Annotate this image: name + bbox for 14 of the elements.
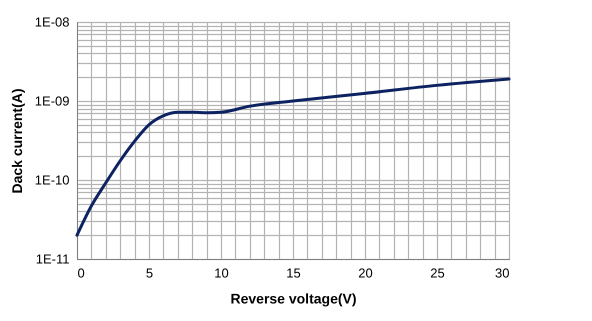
line-series	[76, 77, 510, 237]
x-tick-label: 20	[358, 266, 373, 280]
y-tick-label: 1E-11	[36, 252, 70, 266]
x-tick-label: 15	[286, 266, 301, 280]
x-axis-title: Reverse voltage(V)	[230, 290, 357, 306]
x-tick-label: 5	[146, 266, 154, 280]
x-tick-label: 25	[430, 266, 445, 280]
x-tick-label: 10	[214, 266, 229, 280]
y-tick-label: 1E-10	[34, 172, 70, 188]
y-tick-label: 1E-09	[34, 94, 70, 108]
y-axis-title: Dack current(A)	[8, 88, 25, 194]
y-tick-label: 1E-08	[34, 14, 70, 30]
x-tick-label: 30	[495, 266, 510, 280]
x-tick-label: 0	[78, 266, 85, 280]
